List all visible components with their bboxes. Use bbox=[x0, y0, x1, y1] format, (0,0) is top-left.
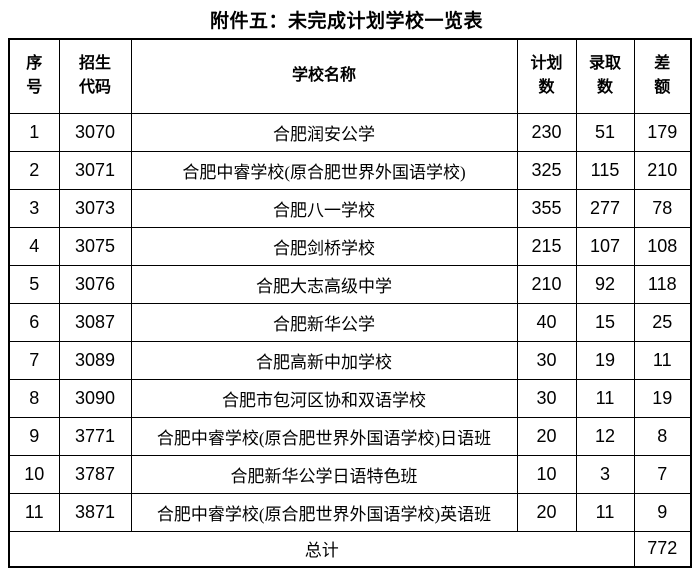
serial-cell: 3 bbox=[8, 188, 60, 228]
school-cell: 合肥润安公学 bbox=[130, 112, 518, 152]
code-cell: 3075 bbox=[58, 226, 132, 266]
table-row: 5 3076 合肥大志高级中学 210 92 118 bbox=[8, 264, 692, 304]
diff-cell: 7 bbox=[633, 454, 692, 494]
admitted-cell: 92 bbox=[575, 264, 635, 304]
school-cell: 合肥剑桥学校 bbox=[130, 226, 518, 266]
table-row: 1 3070 合肥润安公学 230 51 179 bbox=[8, 112, 692, 152]
serial-cell: 1 bbox=[8, 112, 60, 152]
code-cell: 3871 bbox=[58, 492, 132, 532]
diff-cell: 25 bbox=[633, 302, 692, 342]
school-cell: 合肥新华公学日语特色班 bbox=[130, 454, 518, 494]
table-row: 2 3071 合肥中睿学校(原合肥世界外国语学校) 325 115 210 bbox=[8, 150, 692, 190]
school-cell: 合肥大志高级中学 bbox=[130, 264, 518, 304]
serial-cell: 4 bbox=[8, 226, 60, 266]
planned-cell: 325 bbox=[516, 150, 577, 190]
code-cell: 3076 bbox=[58, 264, 132, 304]
table-row: 10 3787 合肥新华公学日语特色班 10 3 7 bbox=[8, 454, 692, 494]
admitted-cell: 107 bbox=[575, 226, 635, 266]
table-row: 8 3090 合肥市包河区协和双语学校 30 11 19 bbox=[8, 378, 692, 418]
table-row: 9 3771 合肥中睿学校(原合肥世界外国语学校)日语班 20 12 8 bbox=[8, 416, 692, 456]
header-serial: 序 号 bbox=[8, 38, 60, 114]
serial-cell: 5 bbox=[8, 264, 60, 304]
admitted-cell: 11 bbox=[575, 378, 635, 418]
header-school: 学校名称 bbox=[130, 38, 518, 114]
code-cell: 3089 bbox=[58, 340, 132, 380]
planned-cell: 230 bbox=[516, 112, 577, 152]
admitted-cell: 51 bbox=[575, 112, 635, 152]
diff-cell: 9 bbox=[633, 492, 692, 532]
code-cell: 3087 bbox=[58, 302, 132, 342]
planned-cell: 20 bbox=[516, 492, 577, 532]
school-cell: 合肥八一学校 bbox=[130, 188, 518, 228]
code-cell: 3071 bbox=[58, 150, 132, 190]
serial-cell: 7 bbox=[8, 340, 60, 380]
unfinished-plan-schools-table: 序 号 招生 代码 学校名称 计划 数 录取 数 差 额 1 3070 合肥润安… bbox=[8, 38, 692, 568]
code-cell: 3090 bbox=[58, 378, 132, 418]
admitted-cell: 19 bbox=[575, 340, 635, 380]
admitted-cell: 12 bbox=[575, 416, 635, 456]
planned-cell: 215 bbox=[516, 226, 577, 266]
admitted-cell: 3 bbox=[575, 454, 635, 494]
diff-cell: 78 bbox=[633, 188, 692, 228]
diff-cell: 210 bbox=[633, 150, 692, 190]
school-cell: 合肥高新中加学校 bbox=[130, 340, 518, 380]
table-row: 6 3087 合肥新华公学 40 15 25 bbox=[8, 302, 692, 342]
planned-cell: 10 bbox=[516, 454, 577, 494]
school-cell: 合肥新华公学 bbox=[130, 302, 518, 342]
header-code: 招生 代码 bbox=[58, 38, 132, 114]
admitted-cell: 277 bbox=[575, 188, 635, 228]
planned-cell: 210 bbox=[516, 264, 577, 304]
serial-cell: 10 bbox=[8, 454, 60, 494]
diff-cell: 19 bbox=[633, 378, 692, 418]
total-row: 总计 772 bbox=[8, 530, 692, 568]
serial-cell: 11 bbox=[8, 492, 60, 532]
total-diff-cell: 772 bbox=[633, 530, 692, 568]
code-cell: 3070 bbox=[58, 112, 132, 152]
admitted-cell: 11 bbox=[575, 492, 635, 532]
serial-cell: 8 bbox=[8, 378, 60, 418]
admitted-cell: 15 bbox=[575, 302, 635, 342]
table-row: 7 3089 合肥高新中加学校 30 19 11 bbox=[8, 340, 692, 380]
serial-cell: 9 bbox=[8, 416, 60, 456]
header-admitted: 录取 数 bbox=[575, 38, 635, 114]
table-row: 3 3073 合肥八一学校 355 277 78 bbox=[8, 188, 692, 228]
table-header-row: 序 号 招生 代码 学校名称 计划 数 录取 数 差 额 bbox=[8, 38, 692, 114]
admitted-cell: 115 bbox=[575, 150, 635, 190]
planned-cell: 40 bbox=[516, 302, 577, 342]
school-cell: 合肥中睿学校(原合肥世界外国语学校) bbox=[130, 150, 518, 190]
diff-cell: 8 bbox=[633, 416, 692, 456]
planned-cell: 30 bbox=[516, 340, 577, 380]
planned-cell: 355 bbox=[516, 188, 577, 228]
serial-cell: 2 bbox=[8, 150, 60, 190]
header-planned: 计划 数 bbox=[516, 38, 577, 114]
planned-cell: 30 bbox=[516, 378, 577, 418]
school-cell: 合肥市包河区协和双语学校 bbox=[130, 378, 518, 418]
diff-cell: 118 bbox=[633, 264, 692, 304]
header-diff: 差 额 bbox=[633, 38, 692, 114]
table-row: 11 3871 合肥中睿学校(原合肥世界外国语学校)英语班 20 11 9 bbox=[8, 492, 692, 532]
total-label-cell: 总计 bbox=[8, 530, 635, 568]
code-cell: 3771 bbox=[58, 416, 132, 456]
diff-cell: 108 bbox=[633, 226, 692, 266]
code-cell: 3787 bbox=[58, 454, 132, 494]
diff-cell: 179 bbox=[633, 112, 692, 152]
planned-cell: 20 bbox=[516, 416, 577, 456]
page-title: 附件五：未完成计划学校一览表 bbox=[209, 11, 483, 32]
school-cell: 合肥中睿学校(原合肥世界外国语学校)英语班 bbox=[130, 492, 518, 532]
table-row: 4 3075 合肥剑桥学校 215 107 108 bbox=[8, 226, 692, 266]
code-cell: 3073 bbox=[58, 188, 132, 228]
diff-cell: 11 bbox=[633, 340, 692, 380]
serial-cell: 6 bbox=[8, 302, 60, 342]
school-cell: 合肥中睿学校(原合肥世界外国语学校)日语班 bbox=[130, 416, 518, 456]
